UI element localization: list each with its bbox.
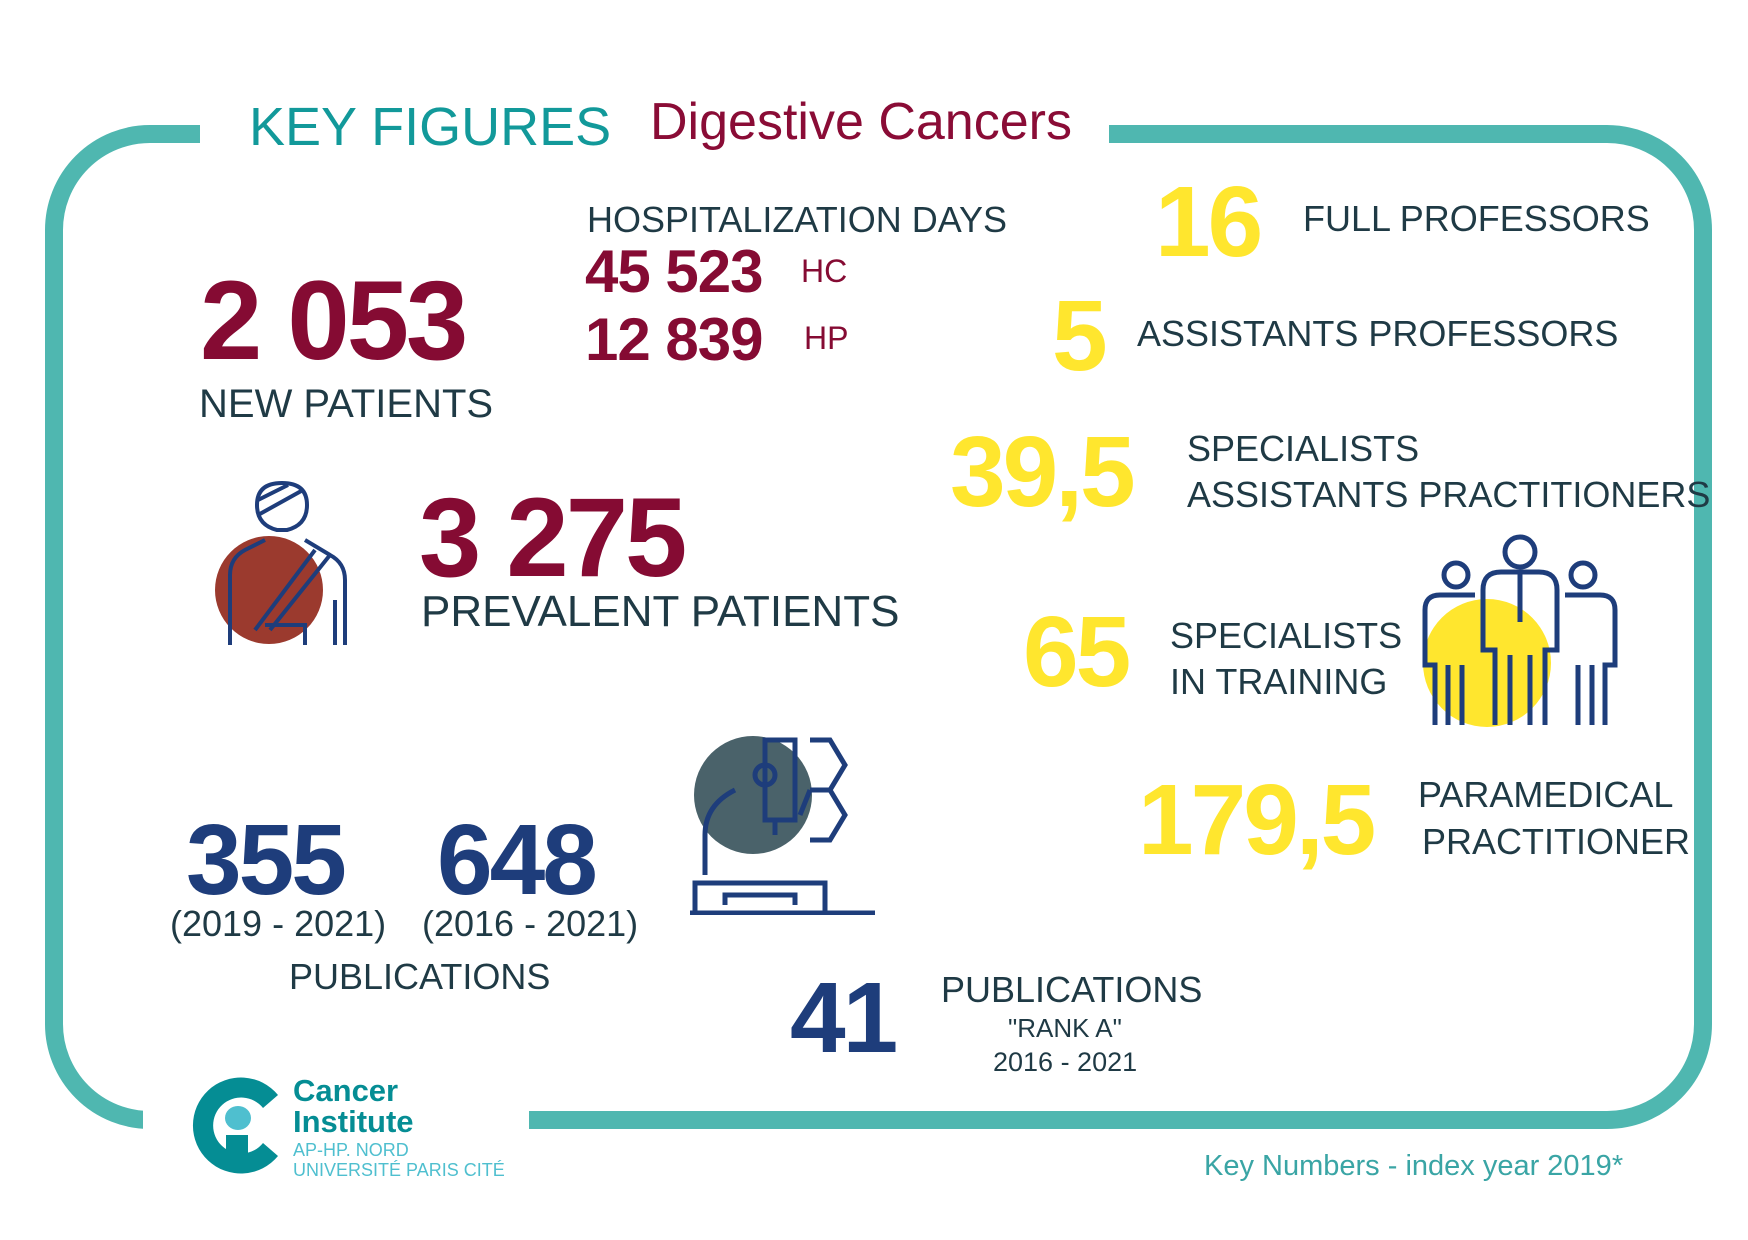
medical-staff-icon — [1422, 534, 1618, 727]
logo-line-1: Cancer — [293, 1073, 399, 1108]
new-patients-label: NEW PATIENTS — [199, 382, 494, 426]
publications-2016-value: 648 — [437, 804, 598, 916]
patient-icon — [215, 480, 347, 645]
assistant-professors-label: ASSISTANTS PROFESSORS — [1137, 313, 1619, 354]
hc-label: HC — [801, 253, 848, 289]
publications-2019-period: (2019 - 2021) — [170, 903, 387, 944]
rank-a-label: PUBLICATIONS — [941, 969, 1203, 1010]
rank-a-sub: "RANK A" — [1008, 1013, 1122, 1043]
assistant-professors-value: 5 — [1052, 280, 1108, 392]
specialists-training-label-2: IN TRAINING — [1170, 661, 1388, 702]
prevalent-label: PREVALENT PATIENTS — [421, 587, 900, 636]
hp-label: HP — [804, 320, 849, 356]
publications-label: PUBLICATIONS — [289, 956, 551, 997]
hospitalization-label: HOSPITALIZATION DAYS — [587, 199, 1008, 240]
publications-2019-value: 355 — [186, 804, 347, 916]
specialists-training-value: 65 — [1023, 596, 1131, 708]
hp-value: 12 839 — [585, 306, 764, 373]
logo-line-2: Institute — [293, 1104, 414, 1139]
footer-note: Key Numbers - index year 2019* — [1204, 1150, 1624, 1182]
logo-line-4: UNIVERSITÉ PARIS CITÉ — [293, 1160, 505, 1180]
logo-line-3: AP-HP. NORD — [293, 1140, 409, 1160]
logo-mark-icon — [192, 1077, 278, 1174]
page-title: KEY FIGURES — [249, 97, 612, 157]
rank-a-value: 41 — [790, 962, 898, 1074]
hc-value: 45 523 — [585, 238, 764, 305]
new-patients-value: 2 053 — [200, 258, 468, 383]
specialists-training-label-1: SPECIALISTS — [1170, 615, 1403, 656]
paramedical-label-2: PRACTITIONER — [1422, 821, 1691, 862]
page-subtitle: Digestive Cancers — [650, 93, 1072, 151]
paramedical-label-1: PARAMEDICAL — [1418, 774, 1674, 815]
prevalent-value: 3 275 — [419, 475, 687, 600]
specialists-assistants-label-1: SPECIALISTS — [1187, 428, 1420, 469]
frame-gap-top — [200, 115, 1109, 155]
publications-2016-period: (2016 - 2021) — [422, 903, 639, 944]
specialists-assistants-value: 39,5 — [950, 416, 1136, 528]
microscope-icon — [690, 736, 875, 915]
rank-a-period: 2016 - 2021 — [993, 1047, 1138, 1077]
paramedical-value: 179,5 — [1138, 764, 1376, 876]
full-professors-label: FULL PROFESSORS — [1303, 198, 1650, 239]
full-professors-value: 16 — [1155, 166, 1263, 278]
specialists-assistants-label-2: ASSISTANTS PRACTITIONERS — [1187, 474, 1711, 515]
